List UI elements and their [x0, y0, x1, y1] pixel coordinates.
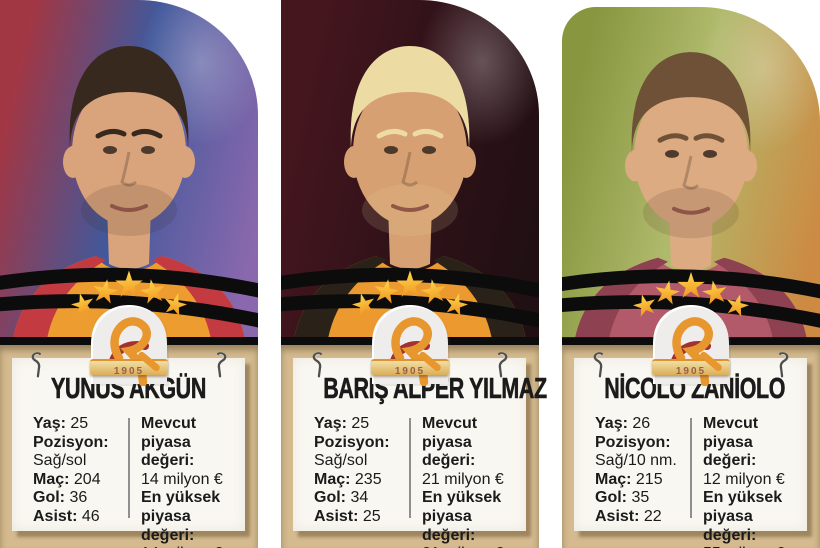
player-photo: [281, 0, 539, 345]
peak-value-label-2: piyasa değeri:: [141, 507, 195, 544]
five-stars: [71, 270, 187, 317]
goals-value: 34: [350, 489, 369, 507]
assists-value: 46: [81, 507, 100, 525]
stats-table: Yaş: 26 Pozisyon: Sağ/10 nm. Maç: 215 Go…: [574, 415, 807, 548]
current-market-value: 12 milyon €: [703, 470, 785, 488]
black-stripe-lower: [281, 294, 539, 328]
peak-value-label-1: En yüksek: [422, 489, 502, 507]
current-value-label-1: Mevcut: [422, 415, 478, 432]
player-card-1: 1905 YUNUS AKGÜN Yaş: 25 Pozisyon: Sağ/s: [0, 0, 258, 548]
stats-column-right: Mevcut piyasa değeri: 21 milyon € En yük…: [422, 415, 526, 548]
peak-value-label-2: piyasa değeri:: [422, 507, 476, 544]
assists-label: Asist:: [33, 507, 78, 525]
paper-clip-right-icon: [498, 352, 508, 378]
club-badge: 1905: [368, 302, 452, 386]
club-badge: 1905: [649, 302, 733, 386]
stats-table: Yaş: 25 Pozisyon: Sağ/sol Maç: 204 Gol: …: [12, 415, 245, 548]
position-label: Pozisyon:: [33, 433, 109, 451]
stats-column-right: Mevcut piyasa değeri: 12 milyon € En yük…: [703, 415, 807, 548]
black-stripe-lower: [0, 294, 258, 328]
assists-value: 22: [643, 507, 662, 525]
paper-clip-left-icon: [31, 352, 41, 378]
paper-clip-left-icon: [593, 352, 603, 378]
assists-label: Asist:: [595, 507, 640, 525]
stripes-and-stars-decoration: [281, 267, 539, 345]
position-label: Pozisyon:: [314, 433, 390, 451]
goals-label: Gol:: [314, 489, 346, 507]
column-divider: [128, 418, 130, 518]
assists-label: Asist:: [314, 507, 359, 525]
stats-table: Yaş: 25 Pozisyon: Sağ/sol Maç: 235 Gol: …: [293, 415, 526, 548]
column-divider: [690, 418, 692, 518]
goals-value: 35: [631, 489, 650, 507]
paper-clip-right-icon: [779, 352, 789, 378]
current-value-label-1: Mevcut: [703, 415, 759, 432]
current-value-label-2: piyasa değeri:: [703, 433, 757, 470]
matches-label: Maç:: [33, 470, 70, 488]
position-value: Sağ/sol: [314, 452, 368, 470]
matches-value: 235: [354, 470, 382, 488]
column-divider: [409, 418, 411, 518]
age-value: 26: [632, 415, 651, 432]
assists-value: 25: [362, 507, 381, 525]
peak-market-value: 21 milyon €: [422, 545, 522, 548]
badge-year: 1905: [675, 366, 707, 377]
matches-label: Maç:: [314, 470, 351, 488]
stripes-and-stars-decoration: [0, 267, 258, 345]
stats-paper: NİCOLO ZANİOLO Yaş: 26 Pozisyon: Sağ/10 …: [574, 358, 807, 548]
position-value: Sağ/10 nm.: [595, 452, 677, 470]
badge-year: 1905: [394, 366, 426, 377]
stats-paper: YUNUS AKGÜN Yaş: 25 Pozisyon: Sağ/sol Ma…: [12, 358, 245, 548]
matches-value: 204: [73, 470, 101, 488]
five-stars: [633, 272, 749, 317]
player-card-3: 1905 NİCOLO ZANİOLO Yaş: 26 Pozisyon: Sa: [562, 0, 820, 548]
current-value-label-1: Mevcut: [141, 415, 197, 432]
current-market-value: 14 milyon €: [141, 470, 223, 488]
current-value-label-2: piyasa değeri:: [141, 433, 195, 470]
age-value: 25: [70, 415, 89, 432]
peak-market-value: 14 milyon €: [141, 545, 241, 548]
age-label: Yaş:: [314, 415, 347, 432]
stats-column-left: Yaş: 25 Pozisyon: Sağ/sol Maç: 204 Gol: …: [33, 415, 128, 548]
player-photo: [562, 7, 820, 345]
age-label: Yaş:: [595, 415, 628, 432]
current-market-value: 21 milyon €: [422, 470, 504, 488]
cork-board: 1905 BARIŞ ALPER YILMAZ Yaş: 25 Pozisyon…: [281, 305, 547, 548]
current-value-label-2: piyasa değeri:: [422, 433, 476, 470]
age-value: 25: [351, 415, 370, 432]
goals-label: Gol:: [33, 489, 65, 507]
cork-board: 1905 YUNUS AKGÜN Yaş: 25 Pozisyon: Sağ/s: [0, 305, 258, 548]
paper-clip-right-icon: [217, 352, 227, 378]
matches-label: Maç:: [595, 470, 632, 488]
peak-market-value: 55 milyon €: [703, 545, 803, 548]
paper-clip-left-icon: [312, 352, 322, 378]
player-card-2: 1905 BARIŞ ALPER YILMAZ Yaş: 25 Pozisyon…: [281, 0, 547, 548]
goals-label: Gol:: [595, 489, 627, 507]
matches-value: 215: [635, 470, 663, 488]
stats-paper: BARIŞ ALPER YILMAZ Yaş: 25 Pozisyon: Sağ…: [293, 358, 547, 548]
stats-column-left: Yaş: 26 Pozisyon: Sağ/10 nm. Maç: 215 Go…: [595, 415, 690, 548]
age-label: Yaş:: [33, 415, 66, 432]
stats-column-right: Mevcut piyasa değeri: 14 milyon € En yük…: [141, 415, 245, 548]
badge-year: 1905: [113, 366, 145, 377]
player-photo: [0, 0, 258, 345]
position-label: Pozisyon:: [595, 433, 671, 451]
stripes-and-stars-decoration: [562, 269, 820, 345]
stats-column-left: Yaş: 25 Pozisyon: Sağ/sol Maç: 235 Gol: …: [314, 415, 409, 548]
cork-board: 1905 NİCOLO ZANİOLO Yaş: 26 Pozisyon: Sa: [562, 305, 820, 548]
goals-value: 36: [69, 489, 88, 507]
black-stripe-lower: [562, 295, 820, 328]
peak-value-label-1: En yüksek: [141, 489, 221, 507]
peak-value-label-1: En yüksek: [703, 489, 783, 507]
club-badge: 1905: [87, 302, 171, 386]
five-stars: [352, 270, 468, 317]
position-value: Sağ/sol: [33, 452, 87, 470]
peak-value-label-2: piyasa değeri:: [703, 507, 757, 544]
